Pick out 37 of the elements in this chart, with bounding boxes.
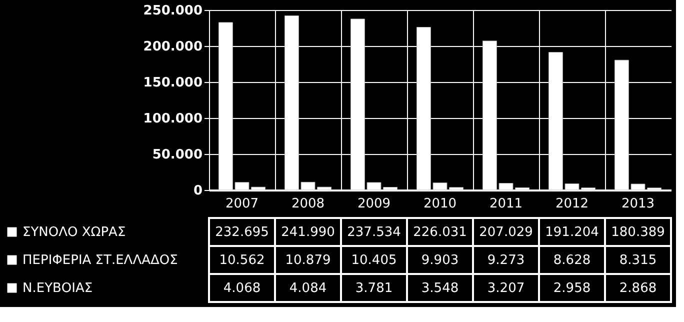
y-tick-label: 250.000: [143, 4, 202, 18]
data-label: 180.389: [611, 225, 665, 240]
y-tick-label: 200.000: [143, 40, 202, 54]
data-label: 232.695: [215, 225, 269, 240]
data-label: 2.868: [619, 281, 657, 296]
data-label: 191.204: [545, 225, 599, 240]
legend-label: ΠΕΡΙΦΕΡΙΑ ΣΤ.ΕΛΛΑΔΟΣ: [22, 253, 178, 268]
data-label: 10.562: [219, 253, 265, 268]
x-tick-label: 2012: [555, 196, 589, 212]
x-tick-label: 2011: [489, 196, 523, 212]
data-label: 241.990: [281, 225, 335, 240]
data-label: 207.029: [479, 225, 533, 240]
legend-label: ΣΥΝΟΛΟ ΧΩΡΑΣ: [22, 225, 126, 240]
data-label: 4.068: [223, 281, 261, 296]
data-label: 8.628: [553, 253, 591, 268]
y-tick-label: 50.000: [152, 148, 202, 162]
data-label: 10.879: [285, 253, 331, 268]
x-tick-label: 2007: [225, 196, 259, 212]
data-label: 3.207: [487, 281, 525, 296]
data-label: 8.315: [619, 253, 657, 268]
y-tick-label: 100.000: [143, 112, 202, 126]
x-tick-label: 2008: [291, 196, 325, 212]
data-label: 237.534: [347, 225, 401, 240]
x-tick-label: 2010: [423, 196, 457, 212]
data-label: 3.781: [355, 281, 393, 296]
y-tick-label: 0: [193, 184, 202, 198]
y-tick-label: 150.000: [143, 76, 202, 90]
data-label: 226.031: [413, 225, 467, 240]
x-tick-label: 2013: [621, 196, 655, 212]
data-label: 2.958: [553, 281, 591, 296]
data-label: 9.903: [421, 253, 459, 268]
data-label: 3.548: [421, 281, 459, 296]
x-tick-label: 2009: [357, 196, 391, 212]
data-label: 10.405: [351, 253, 397, 268]
legend-label: Ν.ΕΥΒΟΙΑΣ: [22, 281, 93, 296]
data-label: 9.273: [487, 253, 525, 268]
data-label: 4.084: [289, 281, 327, 296]
